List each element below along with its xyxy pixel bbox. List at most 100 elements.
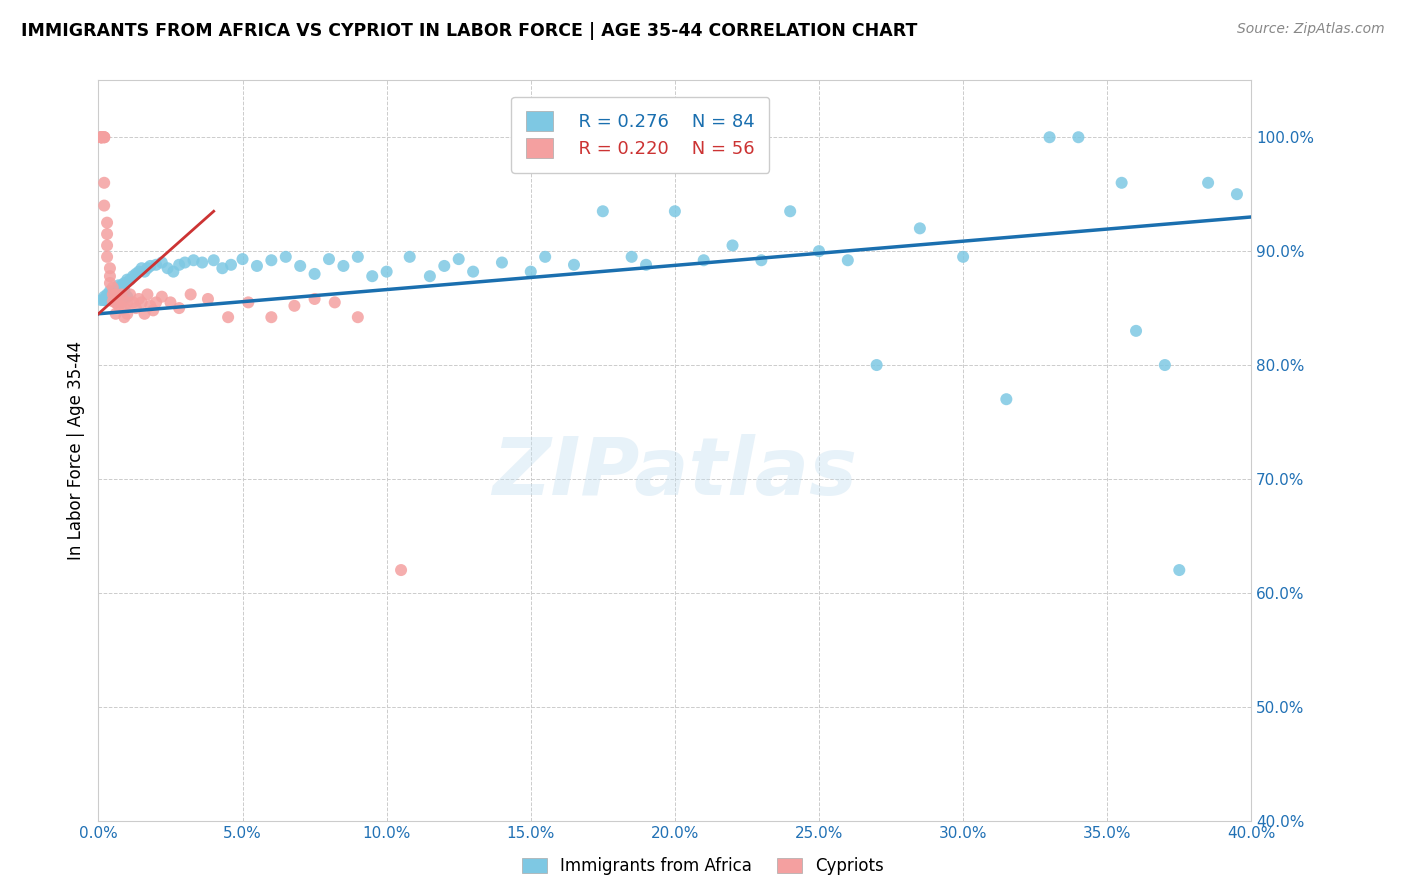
Point	[107, 299, 129, 313]
Point	[90, 130, 112, 145]
Point	[107, 290, 129, 304]
Point	[104, 287, 127, 301]
Point	[96, 227, 118, 241]
Point	[217, 310, 239, 325]
Point	[125, 301, 148, 315]
Point	[260, 253, 283, 268]
Point	[104, 290, 127, 304]
Point	[1111, 176, 1133, 190]
Point	[174, 255, 197, 269]
Point	[290, 259, 312, 273]
Point	[139, 299, 162, 313]
Point	[93, 130, 115, 145]
Point	[117, 290, 139, 304]
Point	[304, 267, 326, 281]
Point	[104, 307, 127, 321]
Text: IMMIGRANTS FROM AFRICA VS CYPRIOT IN LABOR FORCE | AGE 35-44 CORRELATION CHART: IMMIGRANTS FROM AFRICA VS CYPRIOT IN LAB…	[21, 22, 918, 40]
Point	[90, 130, 112, 145]
Point	[104, 284, 127, 298]
Point	[534, 250, 557, 264]
Point	[90, 130, 112, 145]
Point	[246, 259, 269, 273]
Point	[180, 287, 202, 301]
Point	[779, 204, 801, 219]
Point	[101, 280, 124, 294]
Point	[419, 269, 441, 284]
Point	[1197, 176, 1219, 190]
Point	[361, 269, 384, 284]
Point	[866, 358, 889, 372]
Legend:   R = 0.276    N = 84,   R = 0.220    N = 56: R = 0.276 N = 84, R = 0.220 N = 56	[512, 96, 769, 172]
Point	[304, 292, 326, 306]
Point	[952, 250, 974, 264]
Point	[346, 250, 368, 264]
Point	[98, 269, 121, 284]
Point	[183, 253, 205, 268]
Point	[592, 204, 614, 219]
Point	[136, 261, 159, 276]
Point	[101, 287, 124, 301]
Point	[491, 255, 513, 269]
Point	[693, 253, 716, 268]
Point	[211, 261, 233, 276]
Point	[721, 238, 744, 252]
Point	[636, 258, 658, 272]
Point	[90, 130, 112, 145]
Point	[90, 130, 112, 145]
Point	[150, 290, 173, 304]
Point	[231, 252, 254, 266]
Point	[93, 130, 115, 145]
Point	[125, 267, 148, 281]
Point	[283, 299, 305, 313]
Point	[136, 287, 159, 301]
Point	[90, 130, 112, 145]
Point	[238, 295, 260, 310]
Point	[128, 292, 150, 306]
Point	[142, 303, 165, 318]
Point	[1226, 187, 1249, 202]
Point	[134, 307, 156, 321]
Point	[104, 295, 127, 310]
Point	[156, 261, 179, 276]
Point	[98, 261, 121, 276]
Point	[150, 255, 173, 269]
Point	[808, 244, 831, 259]
Point	[274, 250, 297, 264]
Legend: Immigrants from Africa, Cypriots: Immigrants from Africa, Cypriots	[513, 849, 893, 884]
Point	[134, 265, 156, 279]
Point	[93, 290, 115, 304]
Point	[110, 287, 132, 301]
Point	[122, 295, 145, 310]
Point	[117, 272, 139, 286]
Point	[1039, 130, 1062, 145]
Point	[131, 261, 153, 276]
Text: ZIPatlas: ZIPatlas	[492, 434, 858, 512]
Y-axis label: In Labor Force | Age 35-44: In Labor Force | Age 35-44	[66, 341, 84, 560]
Point	[461, 265, 484, 279]
Point	[120, 272, 142, 286]
Point	[389, 563, 412, 577]
Point	[112, 301, 135, 315]
Point	[117, 307, 139, 321]
Point	[128, 265, 150, 279]
Point	[104, 295, 127, 310]
Point	[751, 253, 773, 268]
Point	[433, 259, 456, 273]
Point	[112, 276, 135, 290]
Point	[1154, 358, 1177, 372]
Point	[131, 295, 153, 310]
Point	[93, 176, 115, 190]
Point	[197, 292, 219, 306]
Point	[620, 250, 643, 264]
Point	[202, 253, 225, 268]
Point	[167, 301, 190, 315]
Point	[107, 278, 129, 293]
Point	[98, 287, 121, 301]
Point	[96, 250, 118, 264]
Point	[520, 265, 543, 279]
Point	[1125, 324, 1147, 338]
Point	[112, 310, 135, 325]
Point	[110, 278, 132, 293]
Point	[101, 287, 124, 301]
Point	[110, 295, 132, 310]
